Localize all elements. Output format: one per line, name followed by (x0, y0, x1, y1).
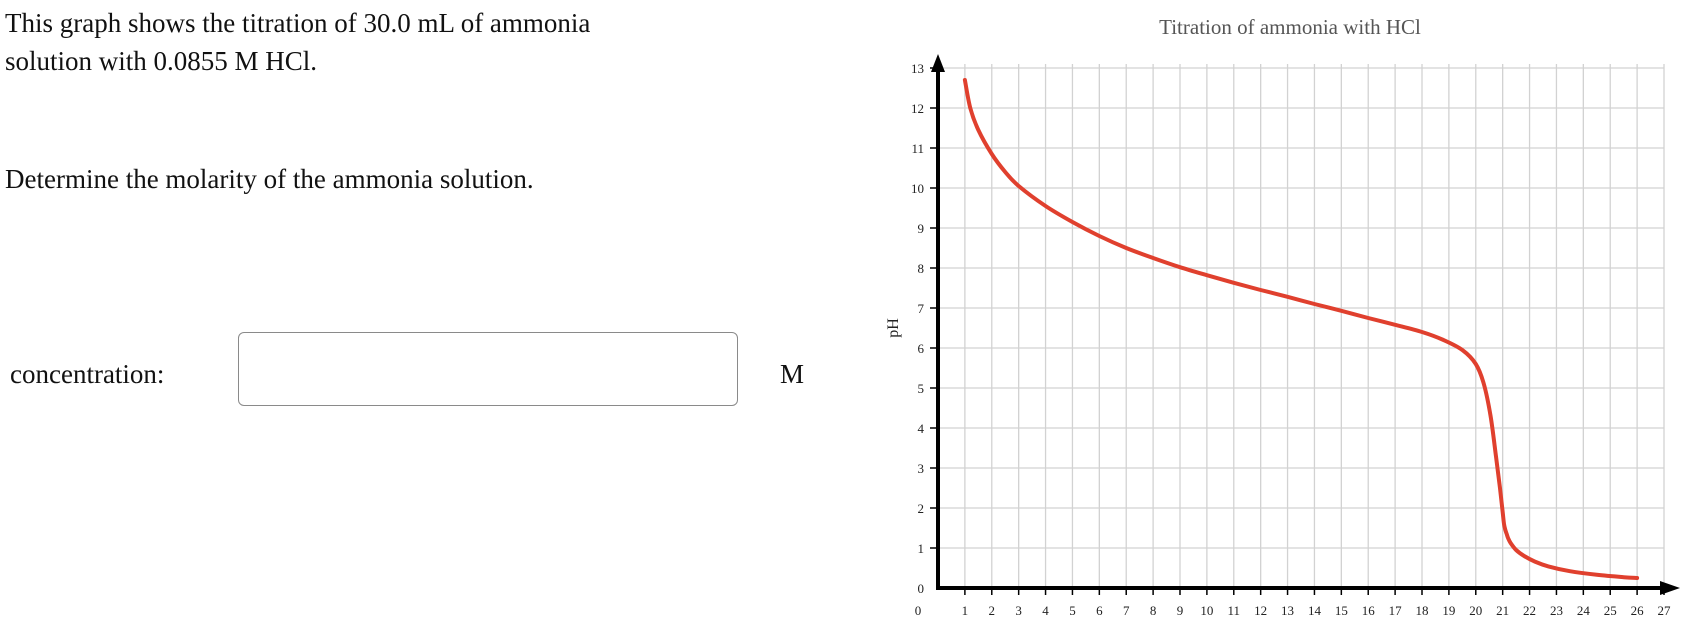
x-tick-label: 4 (1042, 603, 1049, 618)
x-tick-label: 11 (1228, 603, 1241, 618)
x-tick-label: 21 (1496, 603, 1509, 618)
y-tick-label: 13 (911, 61, 924, 76)
x-tick-label: 22 (1523, 603, 1536, 618)
question-line-1: This graph shows the titration of 30.0 m… (5, 8, 591, 38)
y-tick-label: 11 (911, 141, 924, 156)
x-tick-label: 18 (1416, 603, 1429, 618)
x-tick-label: 24 (1577, 603, 1591, 618)
concentration-unit: M (780, 359, 805, 389)
y-tick-label: 4 (918, 421, 925, 436)
x-tick-label: 19 (1442, 603, 1455, 618)
y-tick-label: 2 (918, 501, 925, 516)
x-tick-label: 14 (1308, 603, 1322, 618)
question-line-2: solution with 0.0855 M HCl. (5, 46, 318, 76)
titration-curve-line (962, 78, 1640, 580)
chart-grid (937, 64, 1665, 589)
y-tick-label: 10 (911, 181, 924, 196)
question-text: This graph shows the titration of 30.0 m… (5, 4, 765, 80)
x-tick-label: 26 (1631, 603, 1645, 618)
x-tick-label: 16 (1362, 603, 1376, 618)
y-tick-label: 1 (918, 541, 925, 556)
chart-series (962, 78, 1640, 580)
y-tick-label: 3 (918, 461, 925, 476)
x-tick-label: 7 (1123, 603, 1130, 618)
chart-title: Titration of ammonia with HCl (1159, 15, 1421, 39)
y-tick-label: 0 (918, 581, 925, 596)
x-tick-label: 6 (1096, 603, 1103, 618)
x-tick-label: 25 (1604, 603, 1617, 618)
x-tick-label: 23 (1550, 603, 1563, 618)
x-tick-label: 9 (1177, 603, 1184, 618)
x-tick-label: 2 (989, 603, 996, 618)
y-tick-label: 7 (918, 301, 925, 316)
x-tick-label: 8 (1150, 603, 1157, 618)
x-tick-label: 1 (962, 603, 969, 618)
y-tick-label: 9 (918, 221, 925, 236)
x-tick-label: 10 (1200, 603, 1213, 618)
y-axis-label: pH (885, 318, 902, 338)
y-tick-label: 6 (918, 341, 925, 356)
y-tick-label: 5 (918, 381, 925, 396)
x-tick-label: 17 (1389, 603, 1403, 618)
x-tick-label: 5 (1069, 603, 1076, 618)
x-axis-arrow-icon (1660, 581, 1680, 595)
y-tick-label: 12 (911, 101, 924, 116)
question-prompt: Determine the molarity of the ammonia so… (5, 164, 534, 194)
chart-axes (930, 54, 1680, 595)
x-tick-label: 13 (1281, 603, 1294, 618)
x-tick-label: 0 (915, 603, 922, 618)
y-axis-arrow-icon (931, 54, 945, 72)
concentration-label: concentration: (10, 359, 165, 389)
y-tick-label: 8 (918, 261, 925, 276)
x-tick-label: 27 (1658, 603, 1672, 618)
x-tick-label: 3 (1015, 603, 1022, 618)
x-tick-label: 20 (1469, 603, 1482, 618)
x-tick-label: 12 (1254, 603, 1267, 618)
concentration-input[interactable] (238, 332, 738, 406)
x-tick-label: 15 (1335, 603, 1348, 618)
